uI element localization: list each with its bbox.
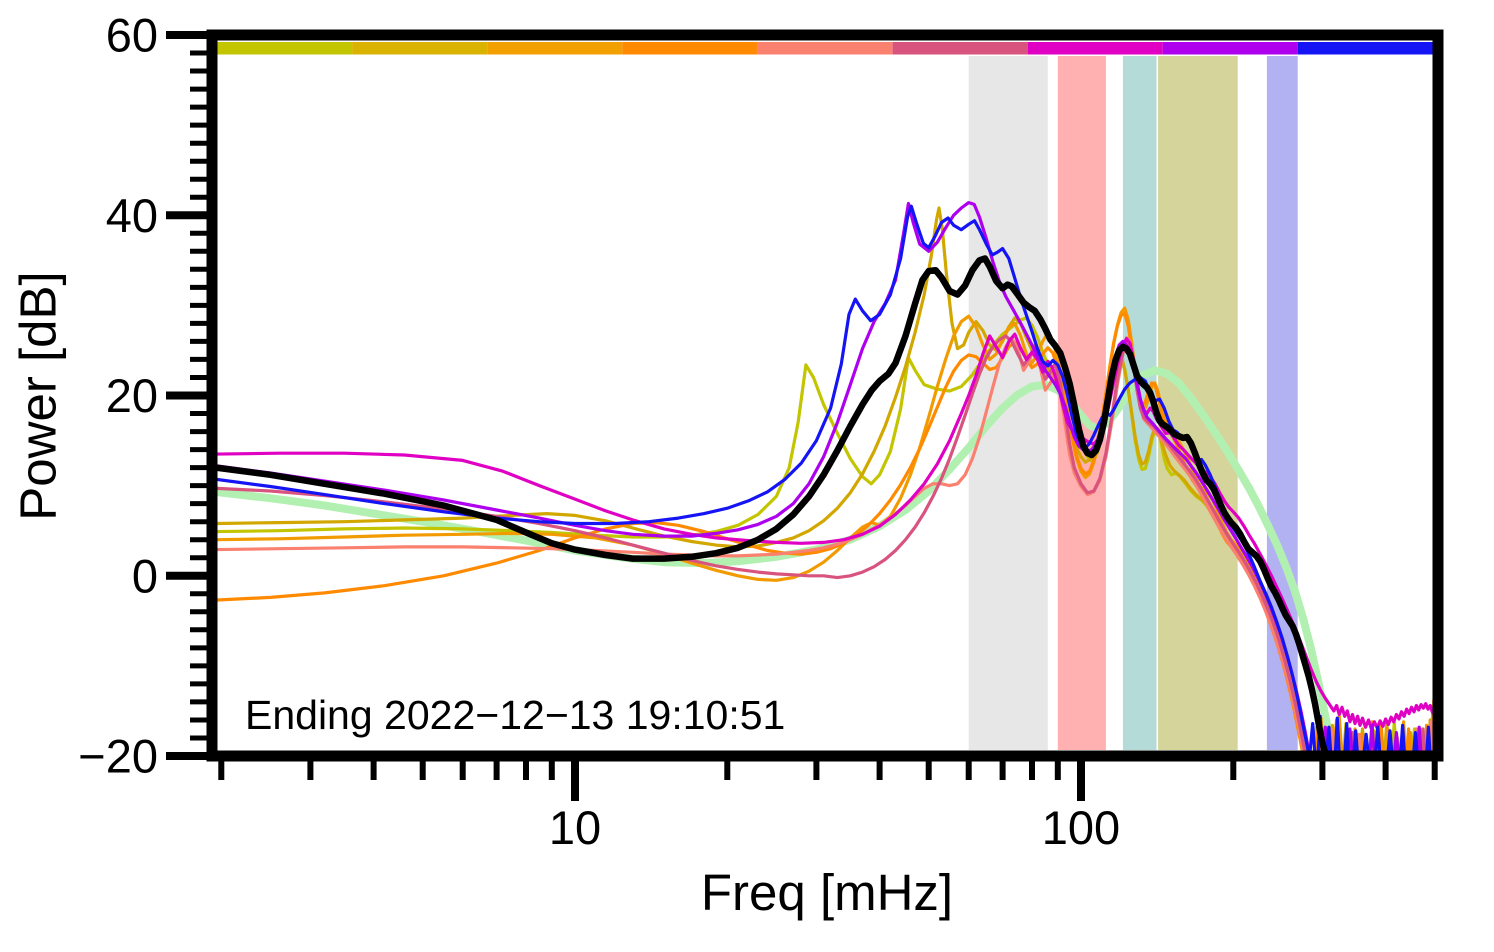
time-colorbar-segment-4 [622,42,758,55]
x-tick-label-10: 10 [549,801,601,854]
y-axis-title: Power [dB] [10,271,67,520]
series-mean-spectrum-black [217,255,1329,751]
x-axis: 10 100 [218,761,1438,854]
frequency-bands-layer [968,56,1298,750]
y-tick-label--20: −20 [78,730,158,783]
series-spectrum-6-rose [217,334,1427,751]
time-colorbar-segment-9 [1297,42,1433,55]
time-colorbar-segment-3 [487,42,623,55]
time-colorbar-segment-2 [352,42,488,55]
y-tick-label-0: 0 [132,549,158,602]
ending-timestamp-annotation: Ending 2022−12−13 19:10:51 [245,692,785,738]
time-colorbar-segment-1 [217,42,353,55]
series-spectrum-7-magenta [217,332,1433,731]
x-tick-label-100: 100 [1042,801,1120,854]
y-axis: 60 40 20 0 −20 [78,9,211,783]
time-colorbar-segment-8 [1162,42,1298,55]
y-tick-label-20: 20 [106,369,158,422]
time-colorbar-segment-6 [892,42,1028,55]
series-spectrum-3-orange [217,306,1433,751]
time-colorbar [217,42,1433,55]
series-layer [217,201,1433,751]
y-tick-label-60: 60 [106,9,158,62]
plot-frame [206,29,1444,762]
y-tick-label-40: 40 [106,189,158,242]
time-colorbar-segment-5 [757,42,893,55]
time-colorbar-segment-7 [1027,42,1163,55]
x-axis-title: Freq [mHz] [701,864,953,921]
